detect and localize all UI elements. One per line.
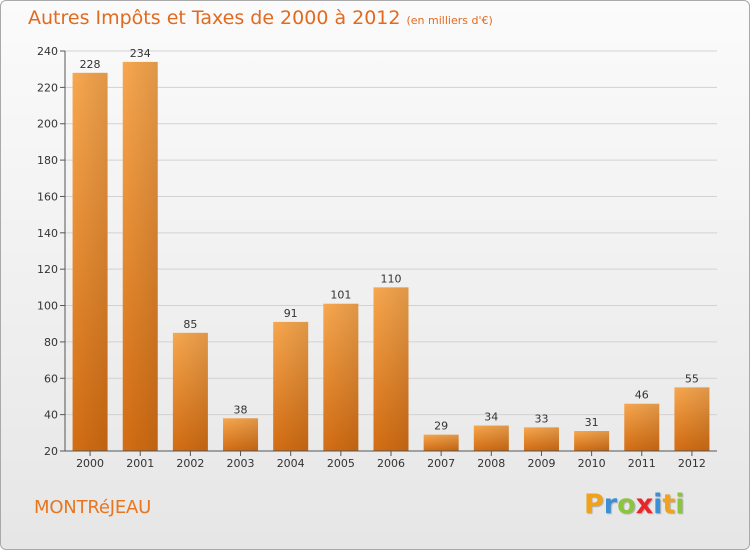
bars: 228 234 85 38 91 101 110 29 34 33 31 46 55 (72, 47, 710, 452)
bar-value-label: 38 (234, 403, 248, 416)
bar-shade (273, 321, 309, 451)
y-tick-label: 200 (37, 118, 58, 131)
y-tick-label: 60 (44, 372, 58, 385)
bar-shade (373, 287, 409, 451)
bar-value-label: 101 (330, 289, 351, 302)
bar-shade (223, 418, 259, 451)
bar-value-label: 228 (80, 58, 101, 71)
x-tick-label: 2011 (628, 457, 656, 470)
title-unit: (en milliers d'€) (406, 14, 493, 27)
bar-shade (172, 332, 208, 451)
place-name: MONTRéJEAU (34, 497, 152, 518)
bar-shade (674, 387, 710, 451)
bar-value-label: 55 (685, 372, 699, 385)
bar-value-label: 110 (381, 272, 402, 285)
chart-title: Autres Impôts et Taxes de 2000 à 2012 (en… (28, 7, 493, 29)
bar-value-label: 234 (130, 47, 151, 60)
bar-shade (72, 72, 108, 452)
logo-letter: i (653, 489, 663, 520)
bar-value-label: 91 (284, 307, 298, 320)
x-tick-label: 2003 (227, 457, 255, 470)
y-axis: 20 40 60 80 100 120 140 160 180 200 220 240 (37, 45, 66, 458)
bar-shade (523, 427, 559, 451)
y-tick-label: 100 (37, 300, 58, 313)
x-tick-label: 2005 (327, 457, 355, 470)
x-tick-label: 2009 (527, 457, 555, 470)
x-tick-label: 2001 (126, 457, 154, 470)
x-tick-label: 2007 (427, 457, 455, 470)
y-tick-label: 240 (37, 45, 58, 58)
bar-shade (473, 425, 509, 451)
y-tick-label: 80 (44, 336, 58, 349)
x-tick-label: 2004 (277, 457, 305, 470)
y-tick-label: 20 (44, 445, 58, 458)
y-tick-label: 160 (37, 190, 58, 203)
bar-value-label: 31 (585, 416, 599, 429)
x-tick-label: 2002 (176, 457, 204, 470)
bar-value-label: 29 (434, 420, 448, 433)
x-tick-label: 2006 (377, 457, 405, 470)
y-tick-label: 180 (37, 154, 58, 167)
bar-value-label: 33 (534, 412, 548, 425)
bar-shade (574, 431, 610, 451)
bar-shade (423, 434, 459, 451)
logo-letter: x (635, 489, 654, 520)
proxiti-logo: Proxiti (584, 489, 685, 520)
logo-letter: i (675, 489, 685, 520)
bar-shade (122, 61, 158, 452)
y-tick-label: 40 (44, 409, 58, 422)
logo-letter: r (603, 489, 618, 520)
logo-letter: P (584, 489, 604, 520)
bar-value-label: 34 (484, 411, 498, 424)
x-tick-label: 2000 (76, 457, 104, 470)
logo-letter: t (662, 489, 676, 520)
logo-letter: o (617, 489, 636, 520)
y-tick-label: 120 (37, 263, 58, 276)
bar-value-label: 46 (635, 389, 649, 402)
x-axis: 2000 2001 2002 2003 2004 2005 2006 2007 2008 2009… (65, 450, 717, 470)
x-tick-label: 2010 (578, 457, 606, 470)
x-tick-label: 2008 (477, 457, 505, 470)
bar-shade (323, 303, 359, 451)
bar-shade (624, 403, 660, 451)
bar-value-label: 85 (183, 318, 197, 331)
y-tick-label: 140 (37, 227, 58, 240)
title-main: Autres Impôts et Taxes de 2000 à 2012 (28, 7, 401, 29)
x-tick-label: 2012 (678, 457, 706, 470)
y-tick-label: 220 (37, 81, 58, 94)
